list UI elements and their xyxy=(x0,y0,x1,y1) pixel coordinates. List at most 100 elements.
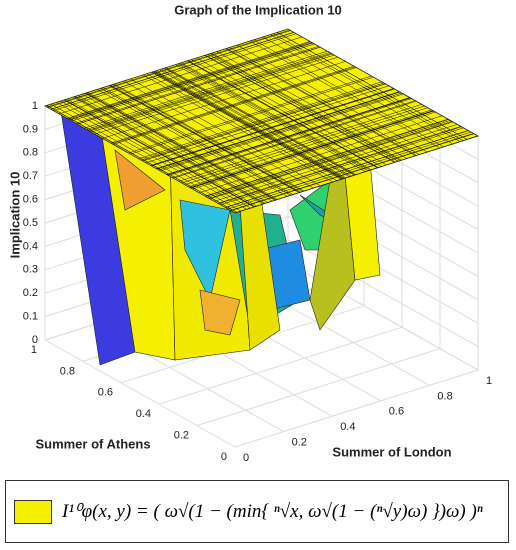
y-tick-label: 0.4 xyxy=(136,408,151,420)
x-tick-label: 0.6 xyxy=(389,406,404,418)
mesh-line xyxy=(142,83,386,161)
mesh-line xyxy=(167,97,411,175)
mesh-line xyxy=(102,87,294,195)
chart: 00.20.40.60.8100.20.40.60.8100.10.20.30.… xyxy=(7,2,492,463)
mesh-line xyxy=(128,75,372,154)
mesh-line xyxy=(46,29,290,108)
mesh-line xyxy=(191,59,382,167)
mesh-line xyxy=(181,62,372,171)
mesh-line xyxy=(77,46,321,125)
mesh-line xyxy=(166,67,357,175)
mesh-line xyxy=(109,85,300,193)
mesh-line xyxy=(155,70,346,179)
mesh-line xyxy=(225,48,416,157)
mesh-line xyxy=(75,46,319,124)
mesh-line xyxy=(184,107,428,185)
mesh-line xyxy=(151,88,395,167)
mesh-line xyxy=(153,71,344,179)
mesh-line xyxy=(225,130,469,208)
mesh-line xyxy=(204,55,395,163)
y-axis-label: Summer of Athens xyxy=(35,436,150,451)
mesh-line xyxy=(50,32,295,110)
x-tick-label: 0.8 xyxy=(437,390,452,402)
grid-line xyxy=(44,339,236,448)
mesh-line xyxy=(82,93,273,202)
mesh-line xyxy=(217,126,461,204)
x-tick-label: 0.2 xyxy=(292,437,307,449)
mesh-line xyxy=(130,76,374,155)
chart-title: Graph of the Implication 10 xyxy=(174,2,342,17)
mesh-line xyxy=(97,89,288,197)
mesh-line xyxy=(69,42,313,120)
mesh-line xyxy=(100,88,292,196)
mesh-line xyxy=(209,121,454,200)
mesh-line xyxy=(66,98,257,207)
mesh-line xyxy=(140,82,384,161)
mesh-line xyxy=(161,68,352,177)
mesh-line xyxy=(205,54,396,163)
mesh-line xyxy=(276,32,468,140)
mesh-line xyxy=(208,121,453,199)
mesh-line xyxy=(94,56,339,135)
legend-swatch xyxy=(14,499,52,524)
mesh-line xyxy=(66,41,311,119)
mesh-line xyxy=(67,41,312,120)
y-tick-label: 0.6 xyxy=(98,387,113,399)
y-tick-label: 1 xyxy=(31,344,37,356)
mesh-line xyxy=(188,109,432,188)
mesh-line xyxy=(210,53,401,161)
mesh-line xyxy=(229,47,420,155)
mesh-line xyxy=(151,71,342,180)
legend: I¹⁰φ(x, y) = ( ω√(1 − (min{ ⁿ√x, ω√(1 − … xyxy=(5,480,509,543)
mesh-line xyxy=(86,92,277,201)
z-tick-label: 0.5 xyxy=(23,217,38,229)
mesh-line xyxy=(164,67,356,176)
z-tick-label: 0.1 xyxy=(23,311,38,323)
mesh-line xyxy=(156,91,400,169)
mesh-line xyxy=(168,98,412,176)
mesh-line xyxy=(160,93,404,172)
mesh-line xyxy=(152,71,343,180)
mesh-line xyxy=(110,65,355,144)
mesh-line xyxy=(85,92,277,201)
mesh-line xyxy=(47,30,291,108)
mesh-line xyxy=(130,78,321,187)
mesh-line xyxy=(189,110,434,188)
z-tick-label: 0.3 xyxy=(23,264,38,276)
mesh-line xyxy=(123,80,314,189)
mesh-line xyxy=(75,96,266,204)
mesh-line xyxy=(46,105,238,213)
mesh-line xyxy=(187,60,378,169)
mesh-line xyxy=(179,63,370,171)
mesh-line xyxy=(196,57,387,166)
surface-mesh xyxy=(46,29,478,214)
mesh-line xyxy=(177,63,369,172)
mesh-line xyxy=(112,84,304,192)
mesh-line xyxy=(156,91,400,170)
mesh-line xyxy=(102,61,346,139)
mesh-line xyxy=(178,104,422,182)
mesh-line xyxy=(58,36,303,115)
mesh-line xyxy=(84,93,276,201)
mesh-line xyxy=(230,133,474,211)
mesh-line xyxy=(158,92,402,171)
surface xyxy=(44,28,479,366)
mesh-line xyxy=(190,110,434,189)
z-axis-label: Implication 10 xyxy=(7,172,22,259)
z-tick-label: 0.7 xyxy=(23,170,38,182)
mesh-line xyxy=(154,71,345,179)
mesh-line xyxy=(151,88,395,167)
mesh-line xyxy=(113,83,305,192)
z-tick-label: 0.2 xyxy=(23,287,38,299)
mesh-line xyxy=(64,99,255,207)
mesh-line xyxy=(192,111,436,190)
mesh-line xyxy=(89,53,333,132)
mesh-line xyxy=(273,33,464,141)
x-tick-label: 1 xyxy=(486,375,492,387)
mesh-line xyxy=(249,40,441,149)
mesh-line xyxy=(270,34,461,142)
z-tick-label: 0.8 xyxy=(23,147,38,159)
mesh-line xyxy=(159,69,350,177)
mesh-line xyxy=(181,105,425,184)
